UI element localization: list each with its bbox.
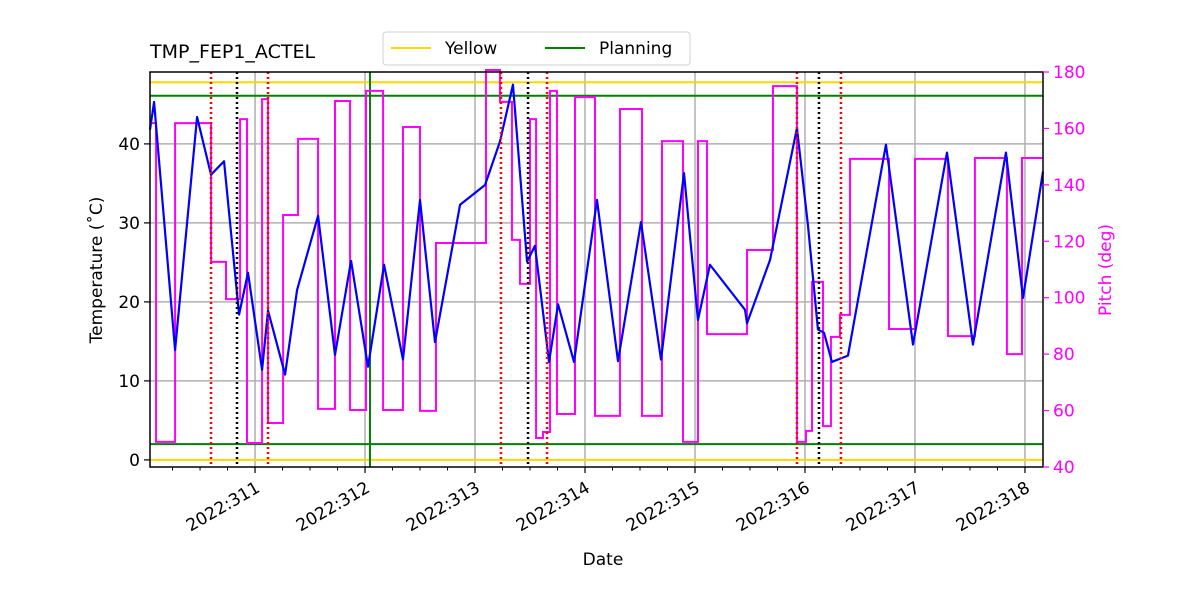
- y2-tick-label: 80: [1053, 345, 1075, 365]
- y-tick-label: 40: [118, 135, 140, 155]
- y2-tick-label: 60: [1053, 402, 1075, 422]
- y2-tick-label: 160: [1053, 119, 1085, 139]
- y-tick-label: 30: [118, 214, 140, 234]
- y2-tick-label: 100: [1053, 289, 1085, 309]
- legend: Yellow Planning: [382, 31, 691, 66]
- plot-frame: [149, 71, 1044, 468]
- limit-lines: [150, 72, 1043, 467]
- y-tick-label: 20: [118, 293, 140, 313]
- x-axis-label: Date: [583, 550, 624, 570]
- y2-tick-label: 40: [1053, 458, 1075, 478]
- temperature-line: [148, 83, 1045, 376]
- y2-axis-label: Pitch (deg): [1096, 224, 1116, 316]
- legend-label-planning: Planning: [599, 39, 672, 59]
- legend-label-yellow: Yellow: [444, 39, 497, 59]
- y2-tick-label: 180: [1053, 63, 1085, 83]
- y2-tick-label: 120: [1053, 232, 1085, 252]
- event-markers: [209, 72, 843, 467]
- y2-tick-label: 140: [1053, 176, 1085, 196]
- chart-title: TMP_FEP1_ACTEL: [149, 41, 315, 63]
- y-tick-label: 0: [129, 451, 140, 471]
- y-axis-label: Temperature (˚C): [86, 197, 107, 345]
- legend-box: [382, 31, 691, 66]
- y-tick-label: 10: [118, 372, 140, 392]
